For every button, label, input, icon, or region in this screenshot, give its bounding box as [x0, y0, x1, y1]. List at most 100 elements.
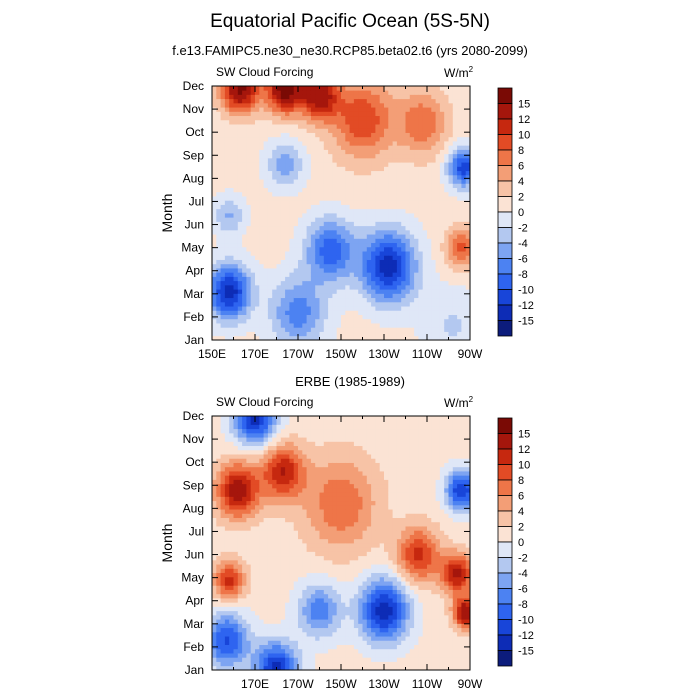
- heatmap-cell: [237, 572, 243, 578]
- heatmap-cell: [422, 297, 428, 303]
- heatmap-cell: [396, 276, 402, 282]
- heatmap-cell: [255, 145, 260, 150]
- heatmap-cell: [332, 196, 338, 201]
- heatmap-cell: [280, 610, 286, 616]
- heatmap-cell: [255, 568, 260, 574]
- heatmap-cell: [263, 534, 269, 540]
- x-tick-label: 170E: [241, 347, 269, 361]
- heatmap-cell: [250, 576, 256, 582]
- heatmap-cell: [439, 272, 445, 277]
- heatmap-cell: [298, 614, 303, 620]
- heatmap-cell: [341, 149, 346, 155]
- heatmap-cell: [242, 610, 247, 616]
- heatmap-cell: [358, 115, 363, 121]
- heatmap-cell: [315, 86, 320, 91]
- heatmap-cell: [229, 661, 234, 667]
- heatmap-cell: [461, 94, 467, 100]
- heatmap-cell: [289, 458, 295, 463]
- heatmap-cell: [427, 145, 432, 150]
- heatmap-cell: [280, 335, 286, 341]
- heatmap-cell: [250, 606, 256, 612]
- heatmap-cell: [328, 107, 333, 112]
- heatmap-cell: [280, 657, 286, 662]
- heatmap-cell: [212, 661, 217, 667]
- heatmap-cell: [255, 170, 260, 176]
- heatmap-cell: [427, 323, 432, 328]
- heatmap-cell: [465, 119, 471, 125]
- heatmap-cell: [272, 500, 277, 506]
- heatmap-cell: [392, 136, 398, 142]
- heatmap-cell: [272, 445, 277, 451]
- heatmap-cell: [246, 289, 252, 294]
- heatmap-cell: [401, 284, 406, 290]
- heatmap-cell: [379, 318, 385, 324]
- heatmap-cell: [237, 627, 243, 633]
- heatmap-cell: [431, 314, 436, 320]
- heatmap-cell: [289, 479, 295, 485]
- heatmap-cell: [293, 119, 299, 125]
- heatmap-cell: [422, 183, 428, 188]
- x-tick-label: 170W: [282, 347, 314, 361]
- heatmap-cell: [216, 301, 221, 307]
- heatmap-cell: [289, 657, 295, 662]
- heatmap-cell: [371, 272, 376, 277]
- heatmap-cell: [259, 183, 264, 188]
- heatmap-cell: [220, 581, 226, 586]
- heatmap-cell: [358, 242, 363, 248]
- y-tick-label: Apr: [185, 264, 204, 278]
- heatmap-cell: [216, 437, 221, 442]
- heatmap-cell: [452, 191, 458, 197]
- heatmap-cell: [229, 644, 234, 650]
- heatmap-cell: [384, 323, 389, 328]
- heatmap-cell: [250, 170, 256, 176]
- heatmap-cell: [375, 174, 381, 180]
- heatmap-cell: [233, 174, 239, 180]
- heatmap-cell: [255, 441, 260, 447]
- heatmap-cell: [298, 598, 303, 603]
- heatmap-cell: [362, 314, 368, 320]
- heatmap-cell: [285, 318, 290, 324]
- heatmap-cell: [289, 623, 295, 629]
- heatmap-cell: [285, 272, 290, 277]
- heatmap-cell: [233, 128, 239, 133]
- heatmap-cell: [341, 166, 346, 172]
- heatmap-cell: [255, 289, 260, 294]
- heatmap-cell: [375, 234, 381, 239]
- heatmap-cell: [250, 238, 256, 244]
- heatmap-cell: [345, 196, 350, 201]
- heatmap-cell: [289, 162, 295, 167]
- heatmap-cell: [233, 170, 239, 176]
- heatmap-cell: [289, 251, 295, 256]
- heatmap-cell: [212, 132, 217, 138]
- heatmap-cell: [362, 187, 368, 193]
- heatmap-cell: [263, 598, 269, 603]
- heatmap-cell: [431, 94, 436, 100]
- heatmap-cell: [263, 183, 269, 188]
- heatmap-cell: [220, 310, 226, 315]
- heatmap-cell: [285, 251, 290, 256]
- heatmap-cell: [328, 251, 333, 256]
- heatmap-cell: [444, 187, 449, 193]
- heatmap-cell: [298, 259, 303, 265]
- heatmap-cell: [242, 487, 247, 493]
- heatmap-cell: [285, 475, 290, 480]
- heatmap-cell: [379, 251, 385, 256]
- heatmap-cell: [353, 301, 359, 307]
- heatmap-cell: [366, 102, 372, 108]
- heatmap-cell: [362, 94, 368, 100]
- heatmap-cell: [422, 200, 428, 205]
- heatmap-cell: [246, 504, 252, 510]
- heatmap-cell: [396, 259, 402, 265]
- heatmap-cell: [306, 162, 312, 167]
- heatmap-cell: [306, 86, 312, 91]
- heatmap-cell: [427, 183, 432, 188]
- heatmap-cell: [216, 136, 221, 142]
- heatmap-cell: [315, 187, 320, 193]
- heatmap-cell: [328, 141, 333, 146]
- heatmap-cell: [289, 170, 295, 176]
- heatmap-cell: [298, 602, 303, 607]
- heatmap-cell: [285, 610, 290, 616]
- heatmap-cell: [439, 157, 445, 163]
- heatmap-cell: [289, 107, 295, 112]
- heatmap-cell: [336, 323, 342, 328]
